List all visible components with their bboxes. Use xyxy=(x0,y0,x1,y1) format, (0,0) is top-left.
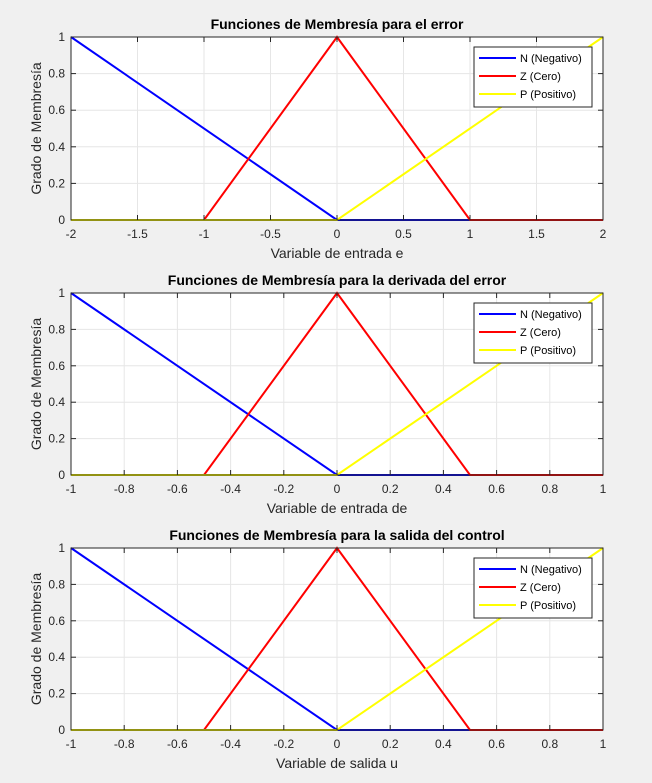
x-tick-label: -0.8 xyxy=(114,737,135,751)
x-tick-label: 1 xyxy=(600,737,607,751)
y-tick-label: 1 xyxy=(58,286,65,300)
chart-title: Funciones de Membresía para la derivada … xyxy=(168,272,507,288)
x-tick-label: -0.2 xyxy=(273,482,294,496)
y-tick-label: 0.4 xyxy=(48,395,65,409)
x-tick-label: -1 xyxy=(66,482,77,496)
y-tick-label: 0.6 xyxy=(48,614,65,628)
legend: N (Negativo) Z (Cero) P (Positivo) xyxy=(473,302,593,364)
x-tick-label: -1 xyxy=(66,737,77,751)
legend-label-1: N (Negativo) xyxy=(520,309,582,321)
y-tick-label: 0.2 xyxy=(48,176,65,190)
y-tick-label: 0.4 xyxy=(48,140,65,154)
legend-label-2: Z (Cero) xyxy=(520,71,561,83)
x-tick-label: -0.6 xyxy=(167,737,188,751)
legend-label-1: N (Negativo) xyxy=(520,53,582,65)
legend-label-2: Z (Cero) xyxy=(520,582,561,594)
y-tick-label: 0.8 xyxy=(48,577,65,591)
legend-label-1: N (Negativo) xyxy=(520,564,582,576)
x-tick-label: 1 xyxy=(600,482,607,496)
y-axis-label: Grado de Membresía xyxy=(28,62,44,194)
x-tick-label: -0.6 xyxy=(167,482,188,496)
y-tick-label: 0.6 xyxy=(48,359,65,373)
y-axis-label: Grado de Membresía xyxy=(28,318,44,450)
x-tick-label: 1.5 xyxy=(528,227,545,241)
y-tick-label: 0 xyxy=(58,468,65,482)
x-axis-label: Variable de salida u xyxy=(276,755,398,771)
chart-3: -1 -0.8 -0.6 -0.4 -0.2 0 0.2 0.4 0.6 0.8 1 0 0.2 0.4 0… xyxy=(28,527,607,771)
x-tick-label: 0.2 xyxy=(382,482,399,496)
y-tick-label: 0.4 xyxy=(48,650,65,664)
y-tick-label: 0 xyxy=(58,213,65,227)
x-axis-label: Variable de entrada e xyxy=(271,245,404,261)
legend-label-3: P (Positivo) xyxy=(520,345,576,357)
y-tick-label: 0 xyxy=(58,723,65,737)
y-tick-label: 1 xyxy=(58,30,65,44)
y-tick-label: 1 xyxy=(58,541,65,555)
x-axis-label: Variable de entrada de xyxy=(267,500,408,516)
x-tick-label: -0.4 xyxy=(220,482,241,496)
x-tick-label: 0.6 xyxy=(488,482,505,496)
x-tick-label: 0.8 xyxy=(541,482,558,496)
y-tick-label: 0.8 xyxy=(48,67,65,81)
x-tick-label: -0.8 xyxy=(114,482,135,496)
y-tick-label: 0.2 xyxy=(48,687,65,701)
legend-label-3: P (Positivo) xyxy=(520,600,576,612)
x-tick-label: -2 xyxy=(66,227,77,241)
chart-1: -2 -1.5 -1 -0.5 0 0.5 1 1.5 2 0 0.2 0.4 0.6 0.8 1 Funci… xyxy=(28,16,607,261)
x-tick-label: 0.6 xyxy=(488,737,505,751)
x-tick-label: -1.5 xyxy=(127,227,148,241)
y-tick-label: 0.8 xyxy=(48,322,65,336)
x-tick-label: 0.8 xyxy=(541,737,558,751)
x-tick-label: -0.2 xyxy=(273,737,294,751)
chart-title: Funciones de Membresía para el error xyxy=(211,16,464,32)
x-tick-label: -1 xyxy=(199,227,210,241)
legend: N (Negativo) Z (Cero) P (Positivo) xyxy=(473,46,593,108)
x-tick-label: 1 xyxy=(467,227,474,241)
legend-label-3: P (Positivo) xyxy=(520,89,576,101)
chart-2: -1 -0.8 -0.6 -0.4 -0.2 0 0.2 0.4 0.6 0.8 1 0 0.2 0.4 0… xyxy=(28,272,607,516)
x-tick-label: -0.4 xyxy=(220,737,241,751)
x-tick-label: 0.2 xyxy=(382,737,399,751)
x-tick-label: -0.5 xyxy=(260,227,281,241)
legend-label-2: Z (Cero) xyxy=(520,327,561,339)
legend: N (Negativo) Z (Cero) P (Positivo) xyxy=(473,557,593,619)
y-axis-label: Grado de Membresía xyxy=(28,573,44,705)
x-tick-label: 2 xyxy=(600,227,607,241)
y-tick-label: 0.6 xyxy=(48,103,65,117)
x-tick-label: 0 xyxy=(334,737,341,751)
y-tick-label: 0.2 xyxy=(48,432,65,446)
chart-title: Funciones de Membresía para la salida de… xyxy=(169,527,504,543)
x-tick-label: 0 xyxy=(334,482,341,496)
x-tick-label: 0.4 xyxy=(435,737,452,751)
x-tick-label: 0.5 xyxy=(395,227,412,241)
x-tick-label: 0 xyxy=(334,227,341,241)
x-tick-label: 0.4 xyxy=(435,482,452,496)
